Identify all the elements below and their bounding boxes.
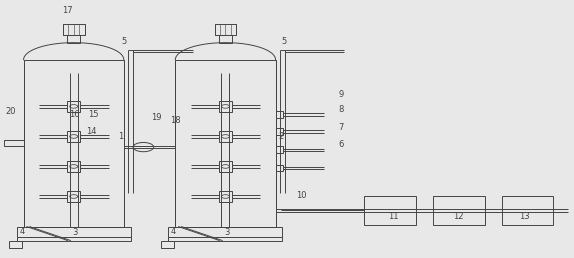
Bar: [276, 128, 283, 135]
Text: 1: 1: [118, 132, 123, 141]
Bar: [3, 140, 24, 146]
Text: 20: 20: [6, 107, 16, 116]
Bar: [433, 196, 484, 224]
Bar: [9, 241, 22, 248]
Text: 18: 18: [170, 116, 181, 125]
Bar: [219, 101, 232, 112]
Bar: [169, 237, 282, 241]
Text: 5: 5: [281, 37, 287, 46]
Text: 11: 11: [387, 212, 398, 221]
Bar: [219, 191, 232, 202]
Bar: [276, 147, 283, 153]
Text: 12: 12: [453, 212, 464, 221]
Bar: [215, 24, 236, 35]
Bar: [219, 131, 232, 142]
Bar: [219, 35, 232, 43]
Bar: [364, 196, 416, 224]
Text: 14: 14: [86, 127, 96, 136]
Text: 8: 8: [339, 105, 344, 114]
Bar: [63, 24, 84, 35]
Bar: [24, 60, 124, 227]
Text: 2: 2: [278, 132, 284, 141]
Text: 10: 10: [296, 191, 307, 200]
Bar: [175, 60, 276, 227]
Text: 19: 19: [151, 113, 162, 122]
Text: 5: 5: [121, 37, 126, 46]
Bar: [219, 161, 232, 172]
Bar: [502, 196, 553, 224]
Text: 17: 17: [63, 6, 73, 15]
Bar: [276, 111, 283, 118]
Text: 16: 16: [69, 110, 79, 119]
Bar: [17, 237, 131, 241]
Text: 13: 13: [519, 212, 530, 221]
Text: 3: 3: [72, 228, 78, 237]
Text: 6: 6: [339, 140, 344, 149]
Bar: [169, 227, 282, 237]
Bar: [67, 191, 80, 202]
Bar: [67, 131, 80, 142]
Bar: [17, 227, 131, 237]
Text: 15: 15: [88, 110, 99, 119]
Bar: [67, 101, 80, 112]
Bar: [67, 161, 80, 172]
Text: 4: 4: [20, 227, 25, 236]
Text: 9: 9: [339, 90, 344, 99]
Bar: [67, 35, 80, 43]
Text: 7: 7: [339, 123, 344, 132]
Bar: [276, 165, 283, 172]
Text: 4: 4: [171, 227, 176, 236]
Bar: [161, 241, 173, 248]
Text: 3: 3: [224, 228, 230, 237]
